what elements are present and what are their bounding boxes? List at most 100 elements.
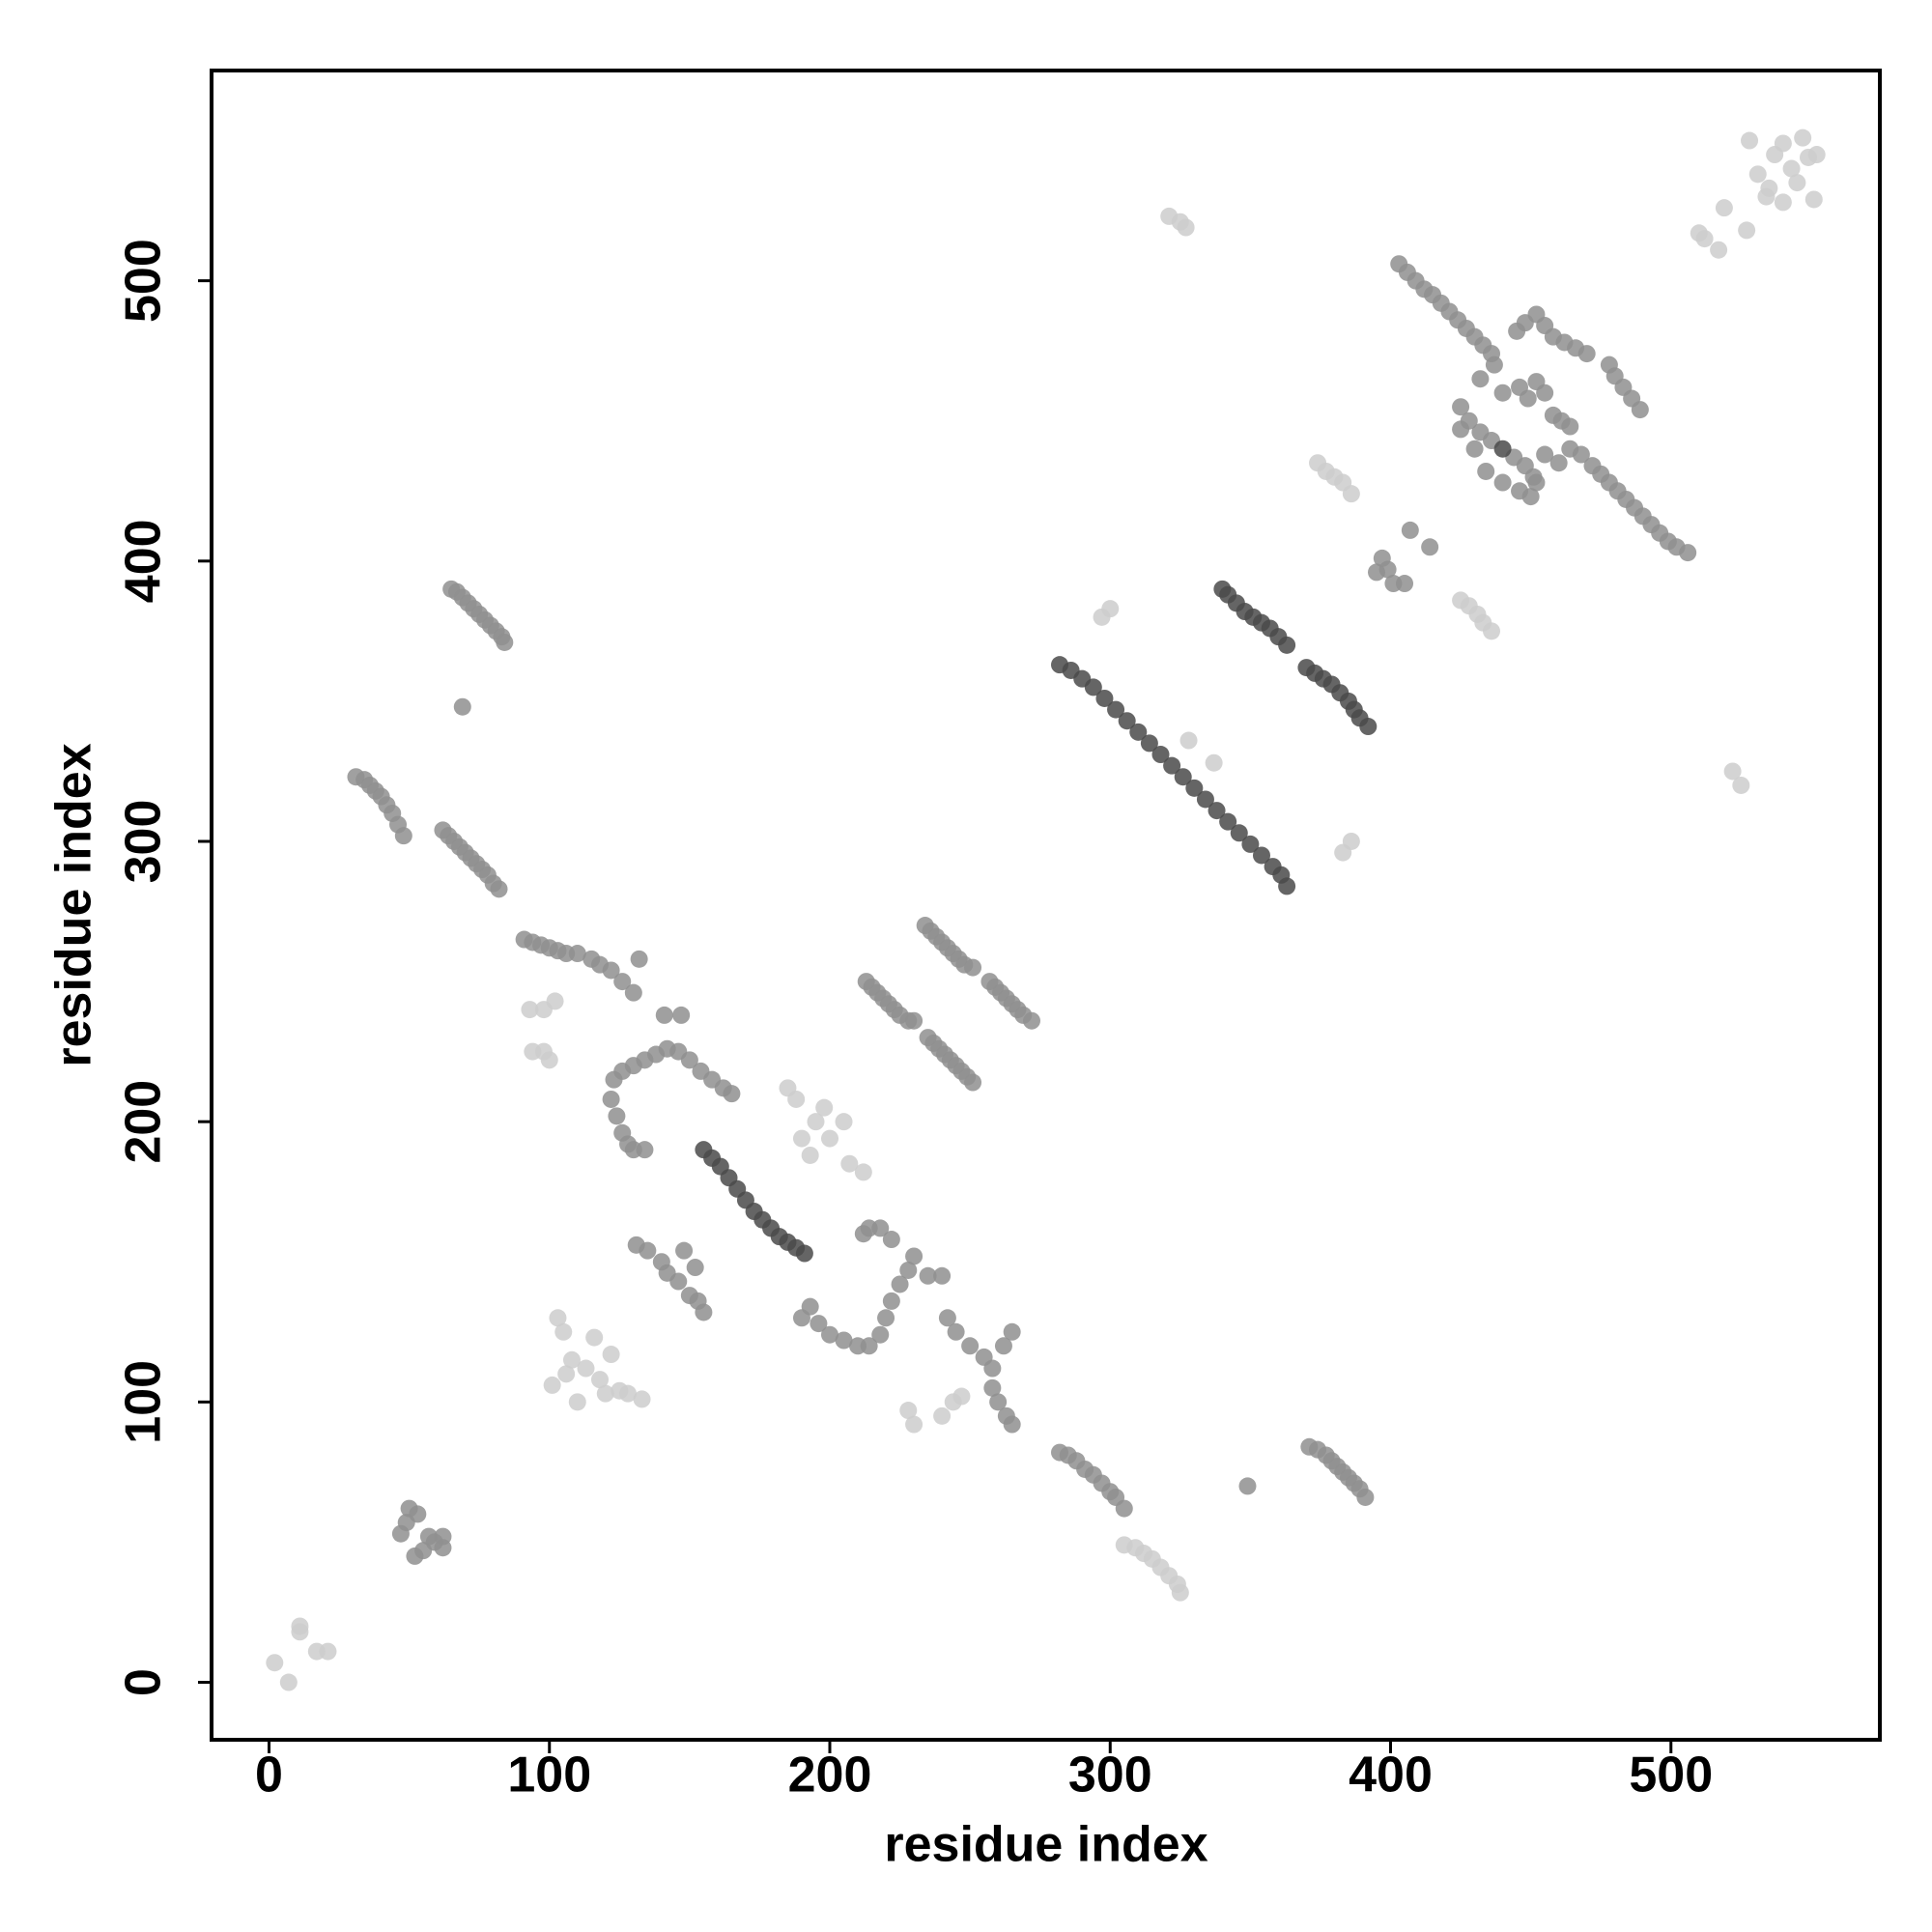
point — [938, 1309, 956, 1327]
point — [490, 880, 508, 898]
point — [1359, 718, 1378, 736]
point — [1794, 128, 1812, 147]
point — [1230, 824, 1248, 842]
point — [394, 827, 412, 845]
point — [1174, 768, 1192, 786]
point — [540, 1051, 558, 1069]
point — [568, 945, 586, 963]
point — [1519, 389, 1537, 408]
point — [877, 1309, 895, 1327]
point — [1715, 199, 1733, 217]
x-axis-title: residue index — [884, 1817, 1208, 1873]
point — [840, 1154, 859, 1173]
point — [434, 1539, 452, 1557]
point — [821, 1129, 839, 1148]
point — [546, 992, 564, 1010]
point — [1342, 832, 1360, 850]
point — [1452, 420, 1470, 439]
point — [1723, 762, 1742, 781]
point — [835, 1331, 853, 1350]
point — [608, 1107, 626, 1125]
point — [636, 1141, 654, 1159]
point — [1536, 445, 1554, 464]
point — [1465, 440, 1484, 458]
point — [1396, 575, 1414, 593]
point — [680, 1051, 698, 1069]
point — [947, 1322, 965, 1341]
point — [1241, 835, 1260, 853]
point — [1782, 159, 1801, 178]
point — [686, 1259, 704, 1277]
point — [1679, 544, 1697, 562]
point — [1252, 846, 1270, 865]
point — [1741, 131, 1759, 150]
point — [1401, 521, 1419, 539]
point — [613, 973, 632, 991]
point — [1774, 193, 1792, 212]
point — [1577, 345, 1596, 363]
point — [1631, 401, 1649, 419]
point — [602, 1346, 620, 1364]
point — [1561, 417, 1579, 436]
point — [1185, 779, 1204, 797]
point — [1485, 355, 1503, 374]
point — [994, 1337, 1012, 1355]
point — [860, 1337, 878, 1355]
point — [1219, 812, 1237, 831]
point — [266, 1654, 284, 1672]
point — [672, 1006, 691, 1024]
point — [1483, 622, 1501, 640]
point — [871, 1325, 890, 1344]
point — [835, 1113, 853, 1131]
point — [562, 1350, 581, 1369]
point — [1421, 538, 1439, 556]
point — [1208, 802, 1226, 820]
plot-frame — [210, 69, 1882, 1742]
y-tick-label: 0 — [116, 1668, 172, 1696]
point — [1471, 370, 1490, 388]
point — [801, 1146, 819, 1164]
point — [655, 1006, 673, 1024]
point — [1493, 440, 1512, 458]
point — [1695, 230, 1714, 248]
point — [1760, 179, 1778, 197]
point — [1710, 241, 1728, 259]
point — [1807, 146, 1826, 164]
point — [633, 1390, 651, 1408]
point — [596, 1384, 614, 1403]
point — [1536, 384, 1554, 402]
point — [1140, 734, 1158, 753]
point — [989, 1393, 1008, 1411]
point — [1804, 190, 1823, 209]
point — [590, 1371, 609, 1389]
point — [279, 1673, 298, 1691]
point — [568, 1393, 586, 1411]
point — [1452, 398, 1470, 416]
point — [1115, 1499, 1133, 1518]
point — [964, 958, 982, 977]
point — [1238, 1477, 1257, 1495]
point — [787, 1090, 806, 1108]
point — [319, 1642, 337, 1661]
point — [689, 1292, 707, 1310]
point — [983, 1359, 1002, 1378]
point — [1493, 473, 1512, 492]
point — [1549, 454, 1568, 472]
y-tick-label: 500 — [116, 239, 172, 323]
point — [1521, 488, 1540, 506]
point — [543, 1376, 561, 1394]
y-tick-label: 100 — [116, 1360, 172, 1444]
point — [639, 1241, 657, 1260]
point — [1278, 877, 1296, 895]
point — [409, 1505, 427, 1523]
point — [1527, 473, 1546, 492]
point — [1748, 165, 1767, 184]
point — [1278, 636, 1296, 654]
point — [983, 1378, 1002, 1397]
x-tick-label: 100 — [507, 1747, 591, 1804]
point — [1732, 776, 1750, 794]
point — [675, 1241, 694, 1260]
point — [1738, 221, 1756, 240]
y-axis-title: residue index — [46, 743, 102, 1066]
point — [549, 1309, 567, 1327]
